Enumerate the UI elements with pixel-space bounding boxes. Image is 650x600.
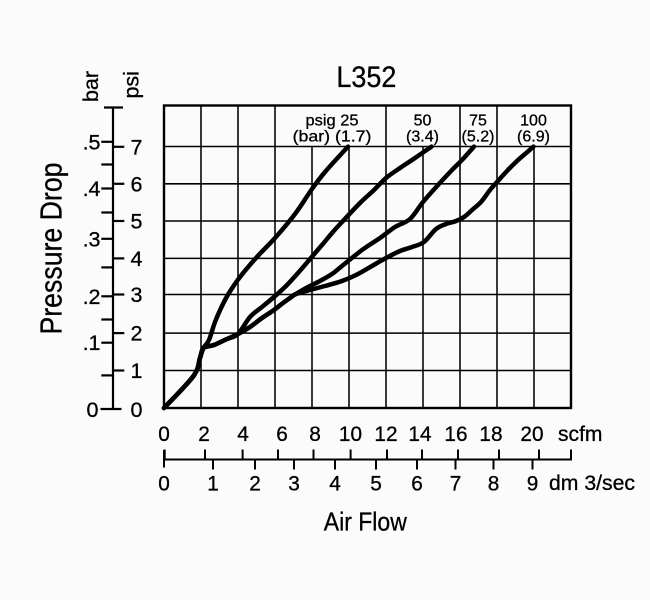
svg-text:5: 5 (131, 210, 143, 234)
svg-text:75: 75 (469, 112, 487, 129)
svg-text:16: 16 (444, 423, 467, 446)
svg-text:2: 2 (249, 473, 261, 496)
svg-text:.2: .2 (83, 285, 101, 309)
svg-text:bar: bar (79, 71, 103, 102)
svg-text:8: 8 (309, 423, 321, 446)
svg-text:4: 4 (131, 247, 143, 271)
svg-text:psig 25: psig 25 (306, 112, 359, 129)
svg-text:L352: L352 (336, 61, 396, 94)
svg-text:10: 10 (339, 423, 362, 446)
svg-text:.4: .4 (83, 177, 101, 201)
svg-text:100: 100 (520, 112, 547, 129)
svg-text:0: 0 (131, 398, 143, 422)
svg-text:18: 18 (479, 423, 502, 446)
svg-text:6: 6 (131, 172, 143, 196)
svg-text:(6.9): (6.9) (517, 128, 550, 145)
svg-text:dm 3/sec: dm 3/sec (549, 472, 635, 495)
svg-text:3: 3 (131, 283, 143, 307)
svg-text:50: 50 (414, 112, 432, 129)
svg-text:7: 7 (131, 135, 143, 159)
svg-text:4: 4 (237, 423, 249, 446)
svg-text:Pressure Drop: Pressure Drop (34, 163, 69, 335)
svg-text:5: 5 (370, 473, 382, 496)
svg-text:0: 0 (158, 423, 170, 446)
svg-text:Air Flow: Air Flow (324, 507, 407, 537)
svg-text:psi: psi (119, 71, 143, 98)
svg-text:20: 20 (520, 423, 543, 446)
svg-text:6: 6 (276, 423, 288, 446)
svg-text:.1: .1 (83, 331, 101, 355)
svg-text:14: 14 (408, 423, 431, 446)
svg-text:9: 9 (527, 473, 539, 496)
svg-text:12: 12 (374, 423, 397, 446)
svg-text:4: 4 (329, 473, 341, 496)
svg-text:0: 0 (158, 473, 170, 496)
svg-text:(bar) (1.7): (bar) (1.7) (293, 128, 372, 145)
svg-text:6: 6 (411, 473, 423, 496)
svg-text:3: 3 (288, 473, 300, 496)
svg-text:2: 2 (131, 322, 143, 346)
svg-text:scfm: scfm (558, 423, 603, 446)
svg-text:(3.4): (3.4) (406, 128, 439, 145)
svg-text:2: 2 (198, 423, 210, 446)
svg-text:8: 8 (488, 473, 500, 496)
svg-text:1: 1 (207, 473, 219, 496)
svg-text:7: 7 (450, 473, 462, 496)
svg-text:(5.2): (5.2) (462, 128, 495, 145)
svg-text:.5: .5 (83, 130, 101, 154)
svg-text:0: 0 (87, 398, 99, 422)
svg-text:.3: .3 (83, 227, 101, 251)
svg-text:1: 1 (131, 359, 143, 383)
